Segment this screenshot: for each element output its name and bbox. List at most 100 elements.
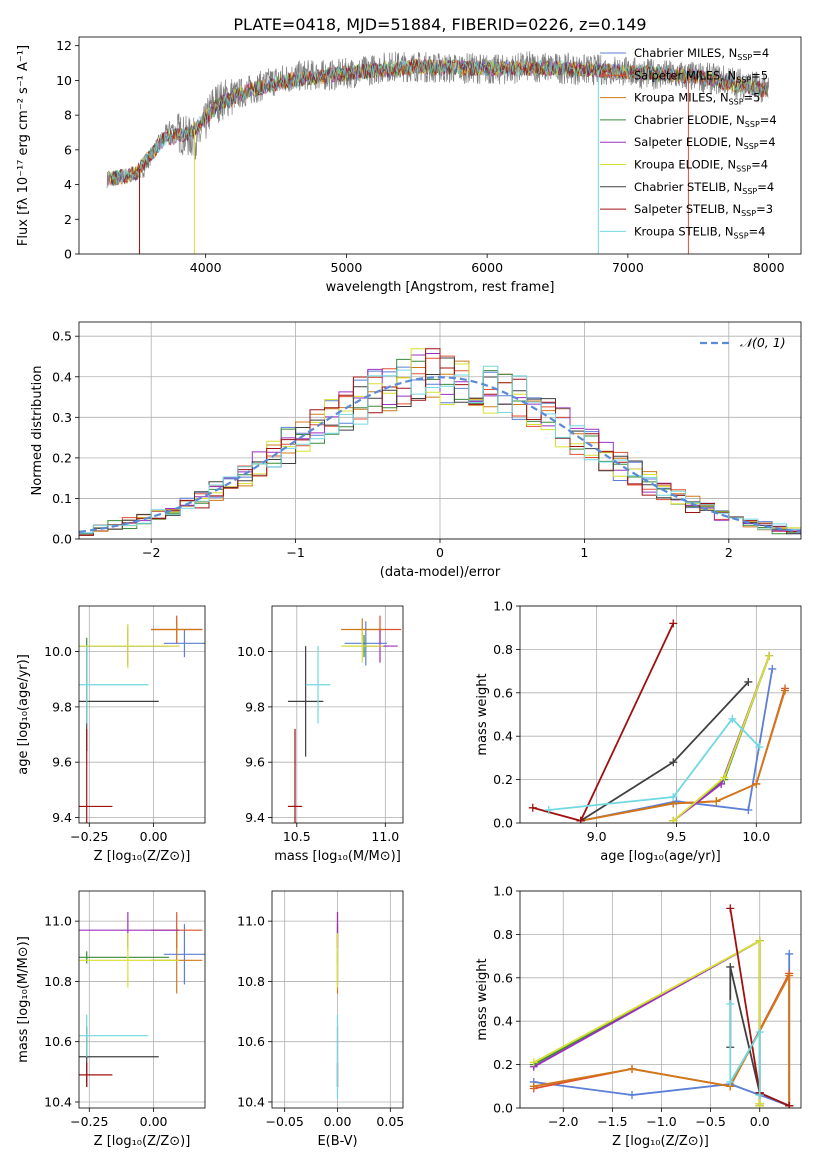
- weight-point-marker: [726, 962, 735, 971]
- x-tick-label: −2: [142, 545, 160, 560]
- weight-point-marker: [669, 619, 678, 628]
- y-tick-label: 10.0: [44, 644, 72, 659]
- y-tick-label: 9.8: [245, 699, 265, 714]
- axes-frame: [78, 890, 206, 1109]
- x-tick-label: 0.00: [324, 1114, 352, 1129]
- x-axis-label: mass [log₁₀(M/M⊙)]: [274, 849, 401, 864]
- weight-point-marker: [765, 651, 774, 660]
- y-axis-label: mass weight: [475, 958, 490, 1040]
- x-axis-label: wavelength [Angstrom, rest frame]: [326, 280, 555, 295]
- x-tick-label: −0.05: [266, 1114, 304, 1129]
- y-tick-label: 0.5: [52, 329, 72, 344]
- spectrum-model-line: [110, 59, 769, 186]
- y-tick-label: 0.1: [52, 491, 72, 506]
- y-tick-label: 0.8: [493, 642, 513, 657]
- x-tick-label: 9.0: [587, 829, 607, 844]
- y-tick-label: 9.4: [52, 810, 72, 825]
- spectrum-lines: [106, 51, 769, 254]
- y-tick-label: 10: [56, 73, 72, 88]
- y-tick-label: 0.4: [493, 729, 513, 744]
- legend-label: Salpeter MILES, NSSP=5: [634, 68, 768, 84]
- weight-point-marker: [755, 743, 764, 752]
- x-tick-label: −1.0: [646, 1114, 676, 1129]
- weight-point-marker: [726, 1077, 735, 1086]
- axes-frame: [78, 36, 802, 255]
- x-axis-label: E(B-V): [317, 1134, 357, 1149]
- y-tick-label: 0.0: [493, 1101, 513, 1116]
- errorbar-group: [287, 615, 402, 823]
- x-tick-label: −1: [286, 545, 304, 560]
- x-tick-label: 10.5: [283, 829, 311, 844]
- y-tick-label: 9.4: [245, 810, 265, 825]
- x-tick-label: 0.05: [376, 1114, 404, 1129]
- y-tick-label: 10.8: [237, 974, 265, 989]
- x-tick-label: 5000: [331, 260, 363, 275]
- x-tick-label: 1: [580, 545, 588, 560]
- spectrum-model-line: [111, 59, 769, 185]
- weight-series-line: [580, 681, 749, 822]
- weight-series-line: [672, 655, 770, 822]
- weight-point-marker: [755, 936, 764, 945]
- y-tick-label: 2: [64, 212, 72, 227]
- legend-label: Chabrier ELODIE, NSSP=4: [634, 113, 777, 129]
- y-tick-label: 9.6: [52, 755, 72, 770]
- weight-point-marker: [768, 664, 777, 673]
- legend-label: Salpeter STELIB, NSSP=3: [634, 202, 773, 218]
- x-axis-label: age [log₁₀(age/yr)]: [600, 849, 721, 864]
- y-tick-label: 0.6: [493, 970, 513, 985]
- y-tick-label: 9.8: [52, 699, 72, 714]
- figure-title: PLATE=0418, MJD=51884, FIBERID=0226, z=0…: [233, 15, 646, 34]
- weight-point-marker: [785, 971, 794, 980]
- weight-point-marker: [628, 1090, 637, 1099]
- y-tick-label: 12: [56, 38, 72, 53]
- x-tick-label: 4000: [190, 260, 222, 275]
- y-tick-label: 11.0: [44, 914, 72, 929]
- x-tick-label: −0.25: [70, 829, 108, 844]
- x-tick-label: 0.00: [140, 1114, 168, 1129]
- weight-point-marker: [744, 805, 753, 814]
- x-tick-label: 9.5: [667, 829, 687, 844]
- y-tick-label: 0.8: [493, 927, 513, 942]
- x-tick-label: 7000: [612, 260, 644, 275]
- legend-label: Kroupa MILES, NSSP=5: [634, 91, 760, 107]
- y-tick-label: 0: [64, 247, 72, 262]
- weight-point-marker: [529, 1082, 538, 1091]
- y-tick-label: 1.0: [493, 884, 513, 899]
- x-axis-label: Z [log₁₀(Z/Z⊙)]: [94, 1134, 191, 1149]
- x-tick-label: −0.5: [695, 1114, 725, 1129]
- y-tick-label: 6: [64, 142, 72, 157]
- x-tick-label: 8000: [753, 260, 785, 275]
- x-tick-label: 2: [725, 545, 733, 560]
- weight-point-marker: [728, 714, 737, 723]
- y-tick-label: 0.0: [493, 816, 513, 831]
- legend-label: Kroupa ELODIE, NSSP=4: [634, 158, 768, 174]
- y-tick-label: 10.4: [237, 1094, 265, 1109]
- legend-label: Chabrier MILES, NSSP=4: [634, 46, 769, 62]
- y-axis-label: mass weight: [475, 673, 490, 755]
- y-tick-label: 0.3: [52, 410, 72, 425]
- weight-point-marker: [781, 686, 790, 695]
- legend-label: Chabrier STELIB, NSSP=4: [634, 180, 774, 196]
- x-tick-label: 0.0: [750, 1114, 770, 1129]
- weight-point-marker: [726, 904, 735, 913]
- weight-point-marker: [720, 773, 729, 782]
- y-tick-label: 0.2: [493, 772, 513, 787]
- weight-lines: [528, 619, 790, 823]
- y-tick-label: 8: [64, 108, 72, 123]
- legend-label: Kroupa STELIB, NSSP=4: [634, 224, 765, 240]
- weight-lines: [529, 904, 794, 1108]
- weight-series-line: [548, 717, 761, 811]
- y-axis-label: age [log₁₀(age/yr)]: [16, 654, 31, 775]
- weight-series-line: [532, 623, 675, 822]
- y-axis-label: mass [log₁₀(M/M⊙)]: [16, 936, 31, 1063]
- weight-series-line: [672, 655, 770, 822]
- weight-point-marker: [726, 999, 735, 1008]
- x-tick-label: −1.5: [597, 1114, 627, 1129]
- weight-point-marker: [755, 1099, 764, 1108]
- x-tick-label: 0.00: [140, 829, 168, 844]
- axes-frame: [271, 605, 404, 824]
- x-tick-label: 0: [436, 545, 444, 560]
- x-tick-label: −0.25: [70, 1114, 108, 1129]
- weight-point-marker: [752, 779, 761, 788]
